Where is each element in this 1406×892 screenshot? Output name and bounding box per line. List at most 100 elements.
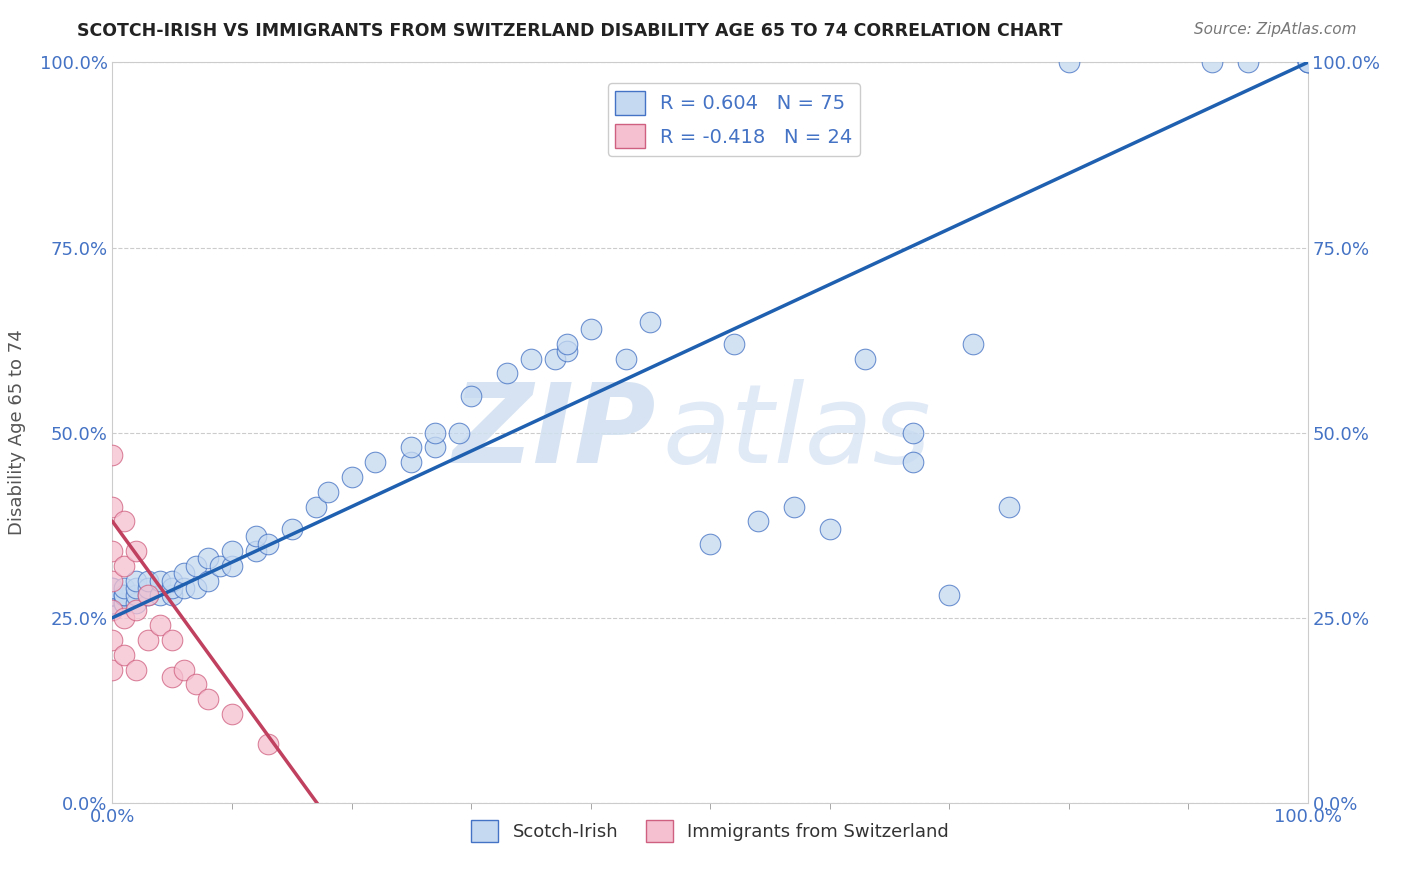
Point xyxy=(138,589,160,603)
Point xyxy=(962,336,984,351)
Point xyxy=(543,351,565,366)
Point xyxy=(101,544,124,558)
Point xyxy=(138,581,160,595)
Point xyxy=(101,632,124,647)
Point xyxy=(162,632,183,647)
Point xyxy=(138,574,160,588)
Point xyxy=(101,603,124,617)
Point xyxy=(138,589,160,603)
Point xyxy=(616,351,638,366)
Point xyxy=(114,589,135,603)
Point xyxy=(316,484,339,499)
Point xyxy=(460,388,482,402)
Point xyxy=(101,589,124,603)
Point xyxy=(257,737,280,751)
Point xyxy=(998,500,1021,514)
Point xyxy=(101,574,124,588)
Point xyxy=(101,589,124,603)
Point xyxy=(209,558,232,573)
Y-axis label: Disability Age 65 to 74: Disability Age 65 to 74 xyxy=(7,330,25,535)
Point xyxy=(149,574,172,588)
Point xyxy=(903,425,925,440)
Point xyxy=(425,441,447,455)
Point xyxy=(173,581,195,595)
Point xyxy=(114,515,135,529)
Text: Source: ZipAtlas.com: Source: ZipAtlas.com xyxy=(1194,22,1357,37)
Text: atlas: atlas xyxy=(662,379,931,486)
Point xyxy=(818,522,841,536)
Point xyxy=(447,425,470,440)
Point xyxy=(114,581,135,595)
Point xyxy=(221,706,243,721)
Legend: Scotch-Irish, Immigrants from Switzerland: Scotch-Irish, Immigrants from Switzerlan… xyxy=(464,813,956,849)
Point xyxy=(401,441,423,455)
Point xyxy=(197,692,219,706)
Point xyxy=(555,336,578,351)
Point xyxy=(101,589,124,603)
Point xyxy=(723,336,745,351)
Point xyxy=(101,596,124,610)
Point xyxy=(257,536,280,550)
Point xyxy=(579,322,602,336)
Point xyxy=(101,448,124,462)
Point xyxy=(162,589,183,603)
Point xyxy=(747,515,769,529)
Point xyxy=(125,603,148,617)
Point xyxy=(162,581,183,595)
Point xyxy=(496,367,519,381)
Point xyxy=(221,558,243,573)
Point xyxy=(699,536,721,550)
Point xyxy=(1296,55,1319,70)
Point xyxy=(245,544,267,558)
Point xyxy=(640,314,662,328)
Point xyxy=(101,581,124,595)
Point xyxy=(1296,55,1319,70)
Point xyxy=(101,663,124,677)
Point xyxy=(162,574,183,588)
Point xyxy=(305,500,328,514)
Point xyxy=(114,596,135,610)
Point xyxy=(101,596,124,610)
Point xyxy=(114,610,135,624)
Point xyxy=(114,589,135,603)
Point xyxy=(101,596,124,610)
Point xyxy=(1237,55,1260,70)
Point xyxy=(125,581,148,595)
Point xyxy=(197,551,219,566)
Point xyxy=(125,596,148,610)
Point xyxy=(162,670,183,684)
Point xyxy=(245,529,267,543)
Point xyxy=(125,544,148,558)
Point xyxy=(221,544,243,558)
Point xyxy=(186,677,208,691)
Point xyxy=(138,632,160,647)
Point xyxy=(938,589,960,603)
Point xyxy=(114,596,135,610)
Text: ZIP: ZIP xyxy=(453,379,657,486)
Point xyxy=(149,618,172,632)
Point xyxy=(125,589,148,603)
Point xyxy=(281,522,304,536)
Point xyxy=(186,558,208,573)
Point xyxy=(903,455,925,469)
Point xyxy=(186,581,208,595)
Point xyxy=(1201,55,1223,70)
Point xyxy=(173,663,195,677)
Point xyxy=(425,425,447,440)
Point xyxy=(555,344,578,359)
Point xyxy=(101,596,124,610)
Point xyxy=(114,648,135,662)
Point xyxy=(125,663,148,677)
Point xyxy=(855,351,877,366)
Point xyxy=(101,581,124,595)
Point xyxy=(1296,55,1319,70)
Point xyxy=(782,500,804,514)
Point xyxy=(125,574,148,588)
Point xyxy=(173,566,195,581)
Point xyxy=(340,470,363,484)
Point xyxy=(364,455,387,469)
Text: SCOTCH-IRISH VS IMMIGRANTS FROM SWITZERLAND DISABILITY AGE 65 TO 74 CORRELATION : SCOTCH-IRISH VS IMMIGRANTS FROM SWITZERL… xyxy=(77,22,1063,40)
Point xyxy=(149,589,172,603)
Point xyxy=(401,455,423,469)
Point xyxy=(197,574,219,588)
